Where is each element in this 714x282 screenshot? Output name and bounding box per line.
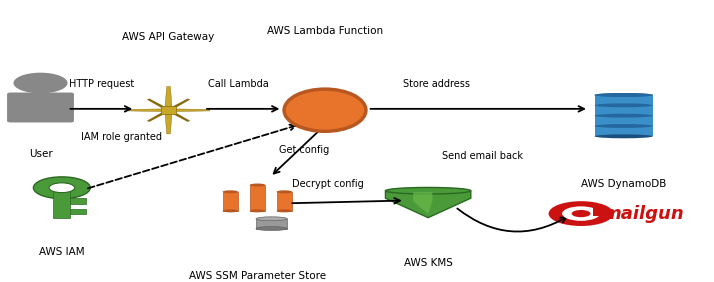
- Text: AWS KMS: AWS KMS: [403, 257, 453, 268]
- Bar: [595, 105, 653, 116]
- Bar: [71, 209, 86, 213]
- Bar: [250, 185, 266, 211]
- Ellipse shape: [256, 217, 287, 221]
- Ellipse shape: [595, 103, 653, 107]
- Ellipse shape: [595, 134, 653, 138]
- Ellipse shape: [250, 184, 266, 186]
- Polygon shape: [413, 192, 433, 214]
- Text: AWS DynamoDB: AWS DynamoDB: [581, 179, 666, 189]
- Ellipse shape: [284, 89, 366, 131]
- Ellipse shape: [276, 190, 292, 193]
- Polygon shape: [167, 98, 190, 111]
- Text: AWS IAM: AWS IAM: [39, 247, 85, 257]
- Text: IAM role granted: IAM role granted: [81, 133, 162, 142]
- Ellipse shape: [386, 188, 471, 194]
- FancyBboxPatch shape: [7, 92, 74, 122]
- Ellipse shape: [595, 124, 653, 128]
- Text: User: User: [29, 149, 52, 159]
- Text: Decrypt config: Decrypt config: [291, 179, 363, 189]
- Circle shape: [572, 210, 590, 217]
- Polygon shape: [169, 109, 210, 112]
- Polygon shape: [147, 98, 170, 111]
- Bar: [71, 198, 86, 204]
- Circle shape: [562, 206, 600, 221]
- Polygon shape: [165, 87, 172, 110]
- Text: λ: λ: [316, 96, 333, 124]
- Circle shape: [34, 177, 90, 199]
- Ellipse shape: [223, 190, 238, 193]
- Bar: [595, 126, 653, 136]
- Text: mailgun: mailgun: [603, 204, 684, 222]
- Text: Store address: Store address: [403, 79, 471, 89]
- Bar: [595, 95, 653, 105]
- Ellipse shape: [250, 209, 266, 212]
- Bar: [276, 192, 292, 211]
- Text: AWS API Gateway: AWS API Gateway: [122, 32, 215, 42]
- Polygon shape: [386, 191, 471, 218]
- Text: HTTP request: HTTP request: [69, 79, 134, 89]
- Circle shape: [548, 201, 613, 226]
- Polygon shape: [127, 109, 169, 112]
- Circle shape: [14, 73, 68, 93]
- Polygon shape: [167, 109, 190, 122]
- Polygon shape: [165, 110, 172, 134]
- Ellipse shape: [276, 209, 292, 212]
- Ellipse shape: [256, 227, 287, 230]
- Ellipse shape: [595, 93, 653, 97]
- Text: AWS SSM Parameter Store: AWS SSM Parameter Store: [189, 271, 326, 281]
- Bar: [256, 219, 287, 228]
- Bar: [595, 116, 653, 126]
- Text: Send email back: Send email back: [443, 151, 523, 162]
- Ellipse shape: [223, 209, 238, 212]
- Polygon shape: [147, 109, 170, 122]
- Circle shape: [49, 183, 75, 193]
- Bar: [593, 205, 602, 216]
- Text: Call Lambda: Call Lambda: [208, 79, 269, 89]
- Bar: [223, 192, 238, 211]
- Ellipse shape: [595, 93, 653, 97]
- Bar: [54, 186, 71, 218]
- Text: Get config: Get config: [278, 145, 329, 155]
- Polygon shape: [161, 106, 176, 114]
- Ellipse shape: [595, 114, 653, 118]
- Text: AWS Lambda Function: AWS Lambda Function: [267, 26, 383, 36]
